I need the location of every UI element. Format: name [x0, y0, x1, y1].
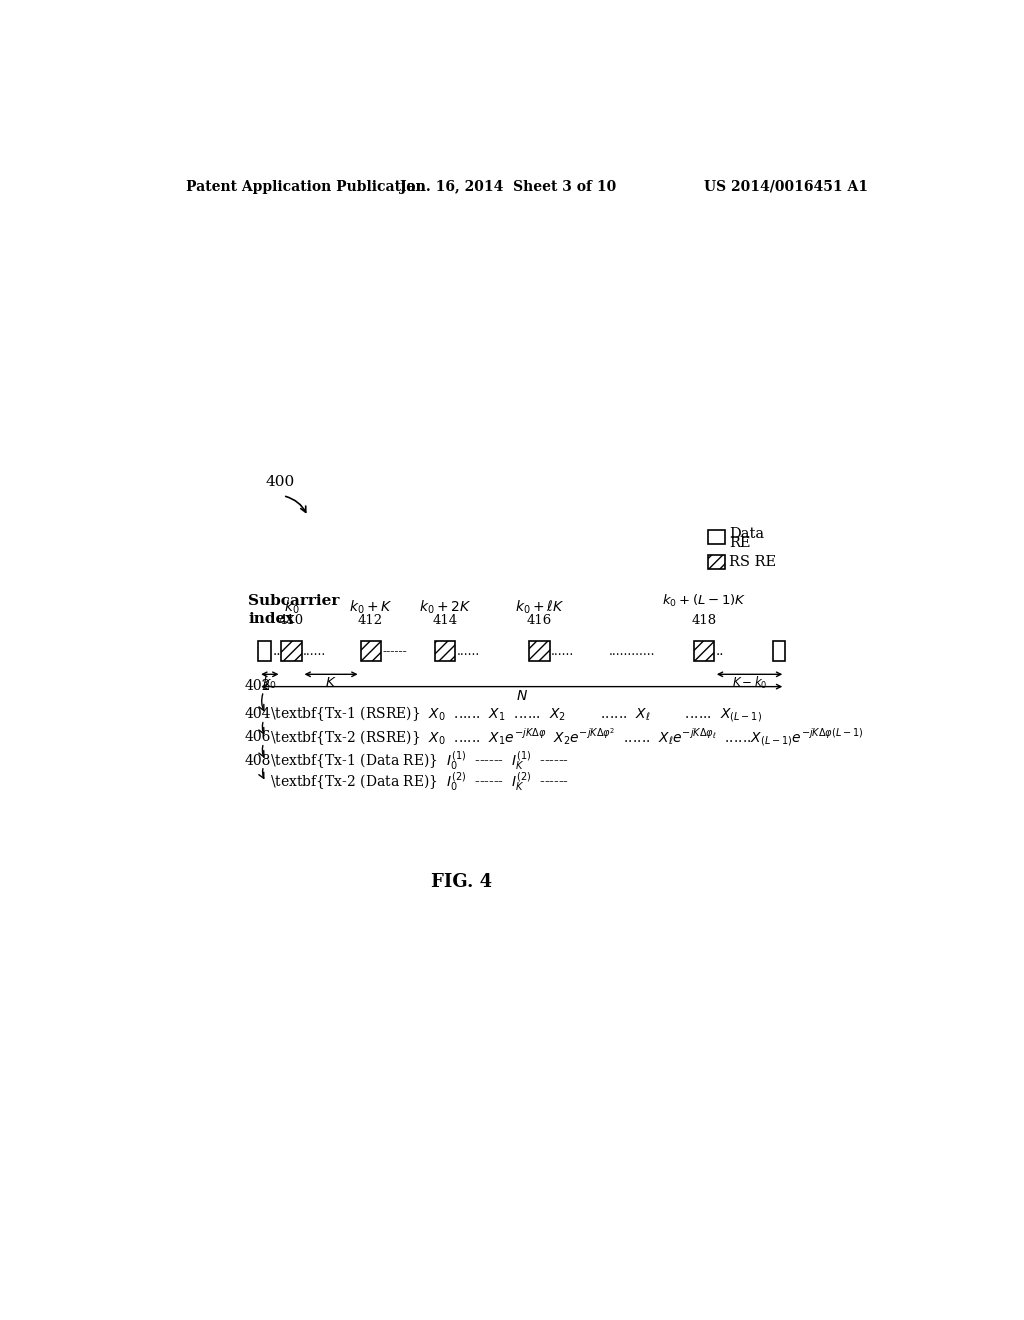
Text: US 2014/0016451 A1: US 2014/0016451 A1 — [705, 180, 868, 194]
Text: 418: 418 — [691, 614, 717, 627]
Text: ......: ...... — [303, 644, 327, 657]
Text: $k_0 + 2K$: $k_0 + 2K$ — [419, 598, 471, 616]
Bar — [708, 554, 725, 569]
Text: $k_0 + \ell K$: $k_0 + \ell K$ — [515, 598, 564, 616]
Text: 414: 414 — [432, 614, 458, 627]
Bar — [360, 642, 381, 661]
Text: $k_0$: $k_0$ — [284, 598, 299, 616]
Text: Data: Data — [729, 527, 765, 541]
FancyArrowPatch shape — [286, 496, 306, 512]
Bar — [435, 642, 455, 661]
Text: Patent Application Publication: Patent Application Publication — [186, 180, 426, 194]
Bar — [529, 642, 550, 661]
Text: $k_0 + K$: $k_0 + K$ — [349, 598, 392, 616]
Text: FIG. 4: FIG. 4 — [431, 874, 492, 891]
Text: Jan. 16, 2014  Sheet 3 of 10: Jan. 16, 2014 Sheet 3 of 10 — [399, 180, 615, 194]
Bar — [282, 642, 302, 661]
Text: 410: 410 — [279, 614, 304, 627]
Bar — [708, 531, 725, 544]
Bar — [693, 642, 714, 661]
Text: ......: ...... — [457, 644, 480, 657]
Text: \textbf{Tx-1 (Data RE)}  $I_0^{(1)}$  ------  $I_K^{(1)}$  ------: \textbf{Tx-1 (Data RE)} $I_0^{(1)}$ ----… — [270, 750, 568, 772]
Text: \textbf{Tx-2 (RSRE)}  $X_0$  ......  $X_1 e^{-jK\Delta\varphi}$  $X_2 e^{-jK\Del: \textbf{Tx-2 (RSRE)} $X_0$ ...... $X_1 e… — [270, 726, 863, 748]
Text: 404: 404 — [245, 708, 270, 721]
Text: \textbf{Tx-1 (RSRE)}  $X_0$  ......  $X_1$  ......  $X_2$        ......  $X_\ell: \textbf{Tx-1 (RSRE)} $X_0$ ...... $X_1$ … — [270, 705, 762, 725]
Text: Subcarrier: Subcarrier — [248, 594, 340, 609]
Text: ..: .. — [273, 644, 282, 657]
Text: $k_0 + (L-1)K$: $k_0 + (L-1)K$ — [662, 593, 745, 610]
Bar — [773, 642, 785, 661]
Text: index: index — [248, 612, 295, 626]
Text: ------: ------ — [382, 644, 407, 657]
Text: 408: 408 — [245, 754, 270, 767]
Text: $k_0$: $k_0$ — [262, 675, 278, 690]
Text: 412: 412 — [358, 614, 383, 627]
Text: $K$: $K$ — [326, 676, 337, 689]
Text: 416: 416 — [527, 614, 552, 627]
Text: 402: 402 — [245, 678, 270, 693]
Bar — [258, 642, 270, 661]
Text: 400: 400 — [266, 475, 295, 488]
Text: ......: ...... — [551, 644, 574, 657]
Text: RS RE: RS RE — [729, 554, 776, 569]
Text: 406: 406 — [245, 730, 270, 744]
Text: \textbf{Tx-2 (Data RE)}  $I_0^{(2)}$  ------  $I_K^{(2)}$  ------: \textbf{Tx-2 (Data RE)} $I_0^{(2)}$ ----… — [270, 771, 568, 793]
Text: $K-k_0$: $K-k_0$ — [732, 675, 767, 690]
Text: RE: RE — [729, 536, 751, 550]
Text: $N$: $N$ — [516, 689, 527, 702]
Text: ..: .. — [716, 644, 724, 657]
Text: ............: ............ — [608, 644, 655, 657]
